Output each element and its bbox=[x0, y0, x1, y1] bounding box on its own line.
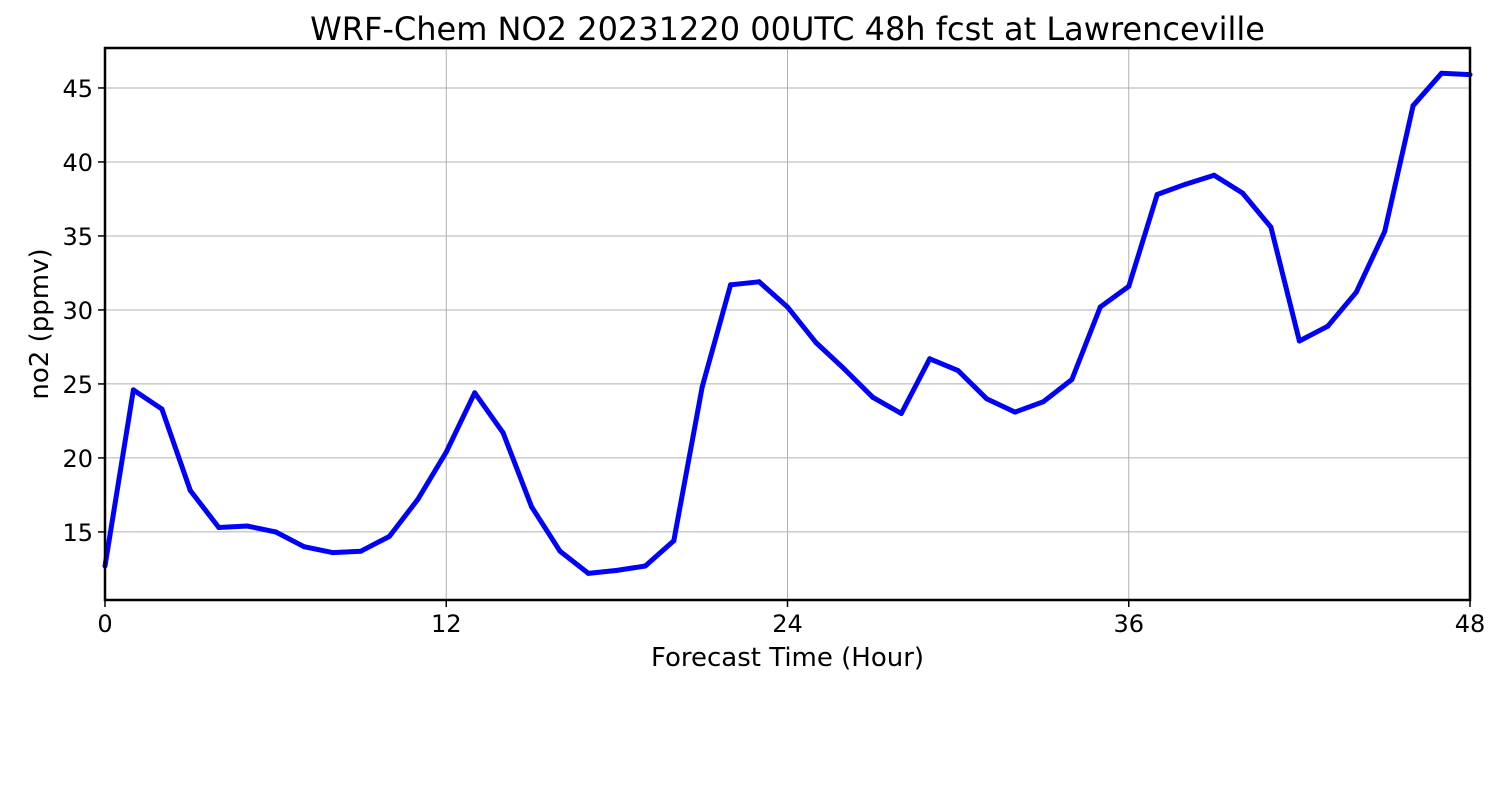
y-tick-label: 35 bbox=[62, 223, 93, 251]
data-point bbox=[585, 570, 591, 576]
data-point bbox=[1126, 283, 1132, 289]
data-point bbox=[785, 304, 790, 310]
x-tick-label: 24 bbox=[772, 610, 803, 638]
data-point bbox=[1097, 304, 1103, 310]
data-point bbox=[130, 387, 136, 393]
data-point bbox=[1382, 229, 1388, 234]
data-point bbox=[1040, 399, 1046, 405]
data-point bbox=[443, 449, 449, 455]
x-axis-label: Forecast Time (Hour) bbox=[651, 643, 924, 673]
data-point bbox=[216, 525, 222, 530]
data-point bbox=[301, 544, 307, 550]
data-point bbox=[614, 567, 620, 573]
data-point bbox=[813, 340, 819, 345]
data-point bbox=[1154, 192, 1160, 197]
data-point bbox=[159, 406, 165, 412]
data-point bbox=[870, 394, 876, 400]
data-point bbox=[728, 282, 734, 288]
data-point bbox=[1325, 323, 1331, 329]
data-point bbox=[415, 496, 421, 502]
y-tick-label: 40 bbox=[62, 149, 93, 177]
x-tick-label: 0 bbox=[97, 610, 112, 638]
plot-frame bbox=[103, 46, 1472, 602]
data-point bbox=[1439, 70, 1445, 76]
y-tick-label: 30 bbox=[62, 297, 93, 325]
data-point bbox=[187, 488, 193, 493]
data-point bbox=[1268, 224, 1274, 230]
data-point bbox=[1183, 181, 1189, 187]
y-axis-label: no2 (ppmv) bbox=[25, 248, 55, 399]
y-tick-label: 45 bbox=[62, 75, 93, 103]
data-point bbox=[330, 550, 335, 556]
data-point bbox=[1069, 377, 1075, 382]
ticks-layer: 0 12 24 36 48 15 20 25 30 35 40 45 bbox=[62, 75, 1485, 638]
data-point bbox=[273, 529, 279, 535]
data-point bbox=[472, 390, 478, 396]
data-point bbox=[358, 548, 364, 554]
data-point bbox=[756, 279, 762, 285]
data-point bbox=[841, 366, 847, 372]
data-point bbox=[1211, 172, 1217, 178]
data-point bbox=[1012, 409, 1018, 415]
x-tick-label: 36 bbox=[1113, 610, 1144, 638]
data-point bbox=[984, 396, 990, 402]
data-point bbox=[927, 356, 933, 362]
data-point bbox=[898, 411, 904, 416]
data-point bbox=[244, 523, 250, 529]
y-tick-label: 20 bbox=[62, 445, 93, 473]
x-tick-label: 12 bbox=[431, 610, 462, 638]
data-point bbox=[529, 504, 535, 510]
y-tick-label: 15 bbox=[62, 519, 93, 547]
x-tick-label: 48 bbox=[1455, 610, 1486, 638]
data-point bbox=[671, 538, 677, 544]
data-point bbox=[1240, 190, 1245, 196]
grid-layer bbox=[104, 48, 1471, 600]
data-point bbox=[500, 430, 506, 436]
chart-title: WRF-Chem NO2 20231220 00UTC 48h fcst at … bbox=[310, 10, 1265, 48]
data-point bbox=[386, 533, 392, 539]
data-point bbox=[1296, 338, 1302, 344]
data-point bbox=[1410, 103, 1416, 109]
y-tick-label: 25 bbox=[62, 371, 93, 399]
data-point bbox=[955, 368, 961, 374]
data-point bbox=[642, 563, 648, 569]
data-point bbox=[699, 384, 705, 390]
data-point bbox=[1353, 289, 1359, 295]
data-point bbox=[557, 548, 563, 554]
series-layer bbox=[102, 70, 1473, 576]
